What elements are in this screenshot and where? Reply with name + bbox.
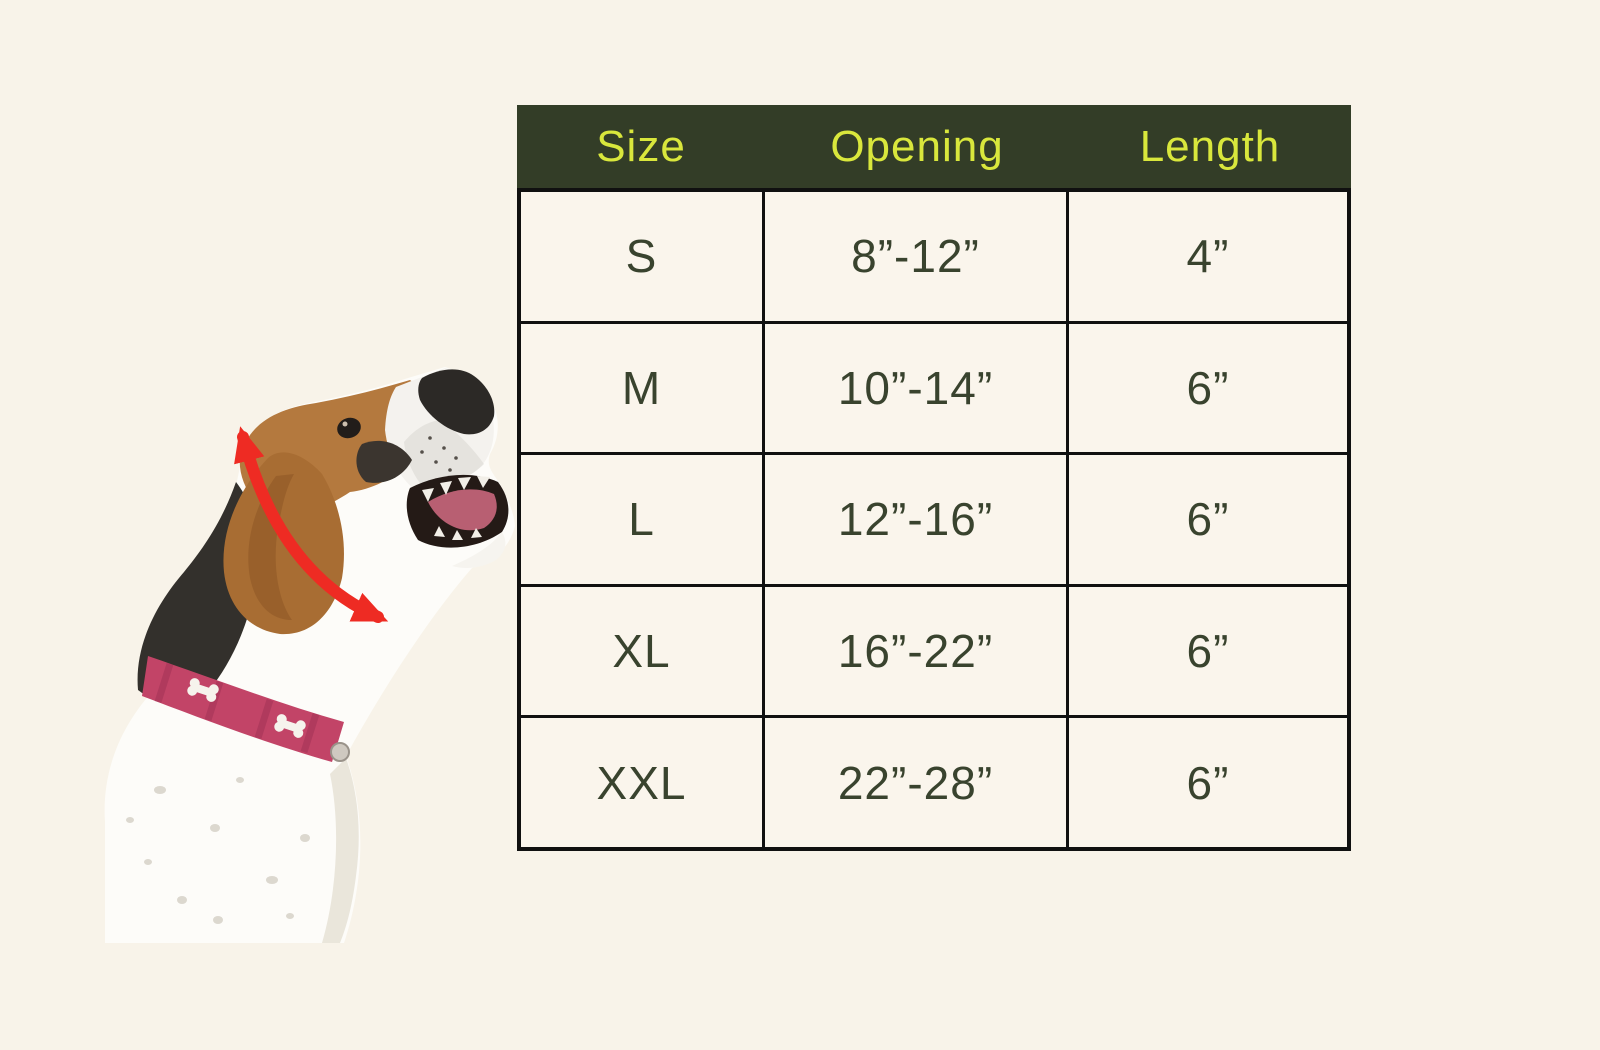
length-value: 6” <box>1186 756 1230 809</box>
fur-spots <box>126 777 310 924</box>
size-chart-table: Size Opening Length S 8”-12” 4” M 10”-14… <box>517 105 1351 851</box>
dog-photo <box>100 360 520 945</box>
table-header-row: Size Opening Length <box>517 105 1351 188</box>
table-row: M 10”-14” 6” <box>521 323 1347 456</box>
body-shadow <box>322 758 359 943</box>
teeth <box>422 476 490 540</box>
table-row: S 8”-12” 4” <box>521 192 1347 324</box>
opening-value: 10”-14” <box>765 323 1069 453</box>
opening-value: 16”-22” <box>765 586 1069 716</box>
size-value: S <box>521 192 765 321</box>
opening-value: 8”-12” <box>765 192 1069 321</box>
table-row: XXL 22”-28” 6” <box>521 718 1347 847</box>
dog-nose <box>418 369 495 435</box>
length-value: 4” <box>1186 230 1230 283</box>
opening-value: 12”-16” <box>765 455 1069 584</box>
size-value: XXL <box>521 718 765 847</box>
table-row: L 12”-16” 6” <box>521 455 1347 587</box>
tongue <box>428 489 497 531</box>
table-row: XL 16”-22” 6” <box>521 586 1347 719</box>
measurement-arrow <box>234 426 389 623</box>
length-value: 6” <box>1186 361 1230 414</box>
size-value: M <box>521 323 765 453</box>
opening-value: 22”-28” <box>765 718 1069 847</box>
muzzle-speckles <box>420 436 458 472</box>
dog-collar <box>142 656 350 762</box>
dog-illustration <box>104 367 515 943</box>
size-value: L <box>521 455 765 584</box>
column-header-opening: Opening <box>830 121 1004 171</box>
collar-bone-charms <box>187 678 306 738</box>
size-table-body: S 8”-12” 4” M 10”-14” 6” L 12”-16” 6” XL… <box>517 188 1351 851</box>
column-header-size: Size <box>596 121 686 171</box>
size-value: XL <box>521 586 765 716</box>
dog-mouth <box>406 474 509 548</box>
collar-bell <box>330 742 350 762</box>
dog-chin <box>452 532 506 568</box>
length-value: 6” <box>1186 625 1230 678</box>
muzzle-shading <box>404 420 484 490</box>
length-value: 6” <box>1186 493 1230 546</box>
column-header-length: Length <box>1139 121 1281 171</box>
